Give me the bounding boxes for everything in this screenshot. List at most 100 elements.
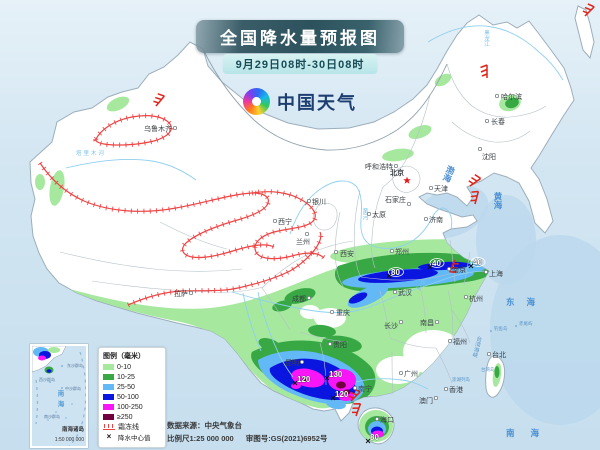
precip-blob — [35, 174, 45, 190]
city-dot — [447, 338, 453, 344]
precip-blob — [372, 430, 384, 438]
center-value: 40 — [427, 258, 445, 270]
city-label: 福州 — [453, 337, 467, 346]
city-dot — [306, 198, 312, 204]
city-label: 南京 — [452, 265, 466, 274]
island-label: 台湾岛 — [481, 366, 495, 373]
dry-area — [376, 356, 420, 384]
frost-line-icon — [103, 424, 115, 430]
island-group-label: 东沙群岛 — [67, 363, 83, 368]
city-label: 海口 — [380, 415, 394, 424]
legend-label: 霜冻线 — [118, 424, 139, 431]
city-dot — [299, 359, 305, 365]
precip-blob — [336, 381, 346, 389]
city-label: 杭州 — [469, 294, 483, 303]
island-group-label: 西沙群岛 — [39, 377, 55, 382]
city-label: 乌鲁木齐 — [144, 124, 172, 133]
south-china-sea-inset: 东沙群岛 西沙群岛 中沙群岛 南沙群岛 南海 南海诸岛 1:50 000 000 — [30, 344, 88, 448]
legend-label: 100-250 — [117, 403, 143, 411]
city-label: 贵阳 — [333, 340, 347, 349]
city-label: 太原 — [372, 210, 386, 219]
city-label: 济南 — [429, 215, 443, 224]
inset-island-dot — [65, 417, 67, 419]
city-label: 昆明 — [285, 359, 299, 367]
city-label: 长春 — [491, 117, 505, 126]
precip-blob — [284, 288, 316, 304]
precip-blob — [505, 97, 519, 109]
legend-row-center: × 降水中心值 — [103, 432, 161, 443]
rivers-layer — [65, 25, 564, 390]
legend-label: 25-50 — [117, 383, 135, 391]
city-dot — [434, 319, 440, 325]
svg-text:120: 120 — [297, 375, 311, 384]
precipitation-layer — [35, 17, 521, 442]
precip-blob — [272, 300, 292, 312]
sakhalin-land — [574, 5, 595, 60]
precip-blob — [494, 366, 500, 378]
sea-label: 台湾海峡 — [470, 334, 482, 359]
city-label: 成都 — [292, 294, 306, 303]
inset-title: 南海诸岛 — [61, 427, 84, 433]
center-value: 80 — [386, 267, 404, 279]
city-dot — [484, 118, 490, 124]
svg-text:130: 130 — [329, 370, 343, 379]
city-dot — [463, 294, 469, 300]
city-dot — [446, 266, 452, 272]
river-label: 黄河 — [361, 207, 368, 220]
mongolia-border — [202, 48, 448, 151]
legend-swatch — [103, 394, 114, 400]
svg-text:80: 80 — [391, 268, 400, 277]
city-dot — [389, 248, 395, 254]
precip-blob — [434, 73, 452, 87]
city-dot — [406, 201, 412, 207]
dry-area — [314, 308, 346, 328]
inset-island-dot — [47, 419, 49, 421]
inset-island-dot — [49, 381, 51, 383]
island-label: 澎湖列岛 — [452, 376, 470, 383]
legend-swatch — [103, 414, 114, 420]
city-label: 拉萨 — [174, 289, 188, 298]
sea-label: 南海 — [506, 428, 555, 438]
precip-blob — [302, 378, 308, 382]
legend-swatch — [103, 374, 114, 380]
data-source-text: 数据来源：中央气象台 — [167, 421, 242, 430]
city-dot — [304, 231, 310, 237]
legend-label: 10-25 — [117, 373, 135, 381]
precip-blob — [343, 389, 351, 395]
center-value: 40 — [468, 257, 486, 269]
precip-blob — [326, 398, 346, 410]
city-dot — [433, 395, 439, 401]
approval-number-text: 审图号:GS(2021)6952号 — [245, 434, 328, 443]
nine-dash-line — [68, 351, 86, 446]
city-dot — [272, 218, 278, 224]
city-dot — [352, 385, 358, 391]
city-label: 北京 — [390, 168, 404, 177]
scale-text: 比例尺1:25 000 000 — [167, 434, 234, 443]
center-value: 120 — [292, 375, 311, 386]
city-dot — [477, 146, 483, 152]
map-subtitle: 9月29日08时-30日08时 — [222, 54, 378, 74]
precip-blob — [408, 125, 432, 139]
scale-approval-line: 比例尺1:25 000 000 审图号:GS(2021)6952号 — [167, 432, 327, 445]
cities-layer: 乌鲁木齐 哈尔滨 长春 沈阳 呼和浩特 北京 天津 石家庄 太原 济南 银川 西… — [144, 92, 522, 424]
legend-label: ≥250 — [117, 413, 133, 421]
legend-row: 50-100 — [103, 392, 161, 402]
legend-box: 图例（毫米） 0-10 10-25 25-50 50-100 100-250 ≥… — [98, 347, 166, 448]
inset-island-dot — [71, 403, 73, 405]
svg-text:80: 80 — [370, 433, 379, 442]
center-value: 80 — [365, 433, 380, 444]
inset-island-dot — [55, 411, 57, 413]
legend-label: 降水中心值 — [118, 435, 151, 442]
legend-row: 25-50 — [103, 382, 161, 392]
city-label: 郑州 — [395, 248, 409, 256]
city-dot — [392, 289, 398, 295]
city-dot — [393, 163, 399, 169]
city-label: 上海 — [489, 269, 503, 278]
city-label: 台北 — [492, 350, 506, 359]
svg-text:40: 40 — [432, 259, 441, 268]
city-dot — [398, 319, 404, 325]
logo-text: 中国天气 — [277, 92, 357, 113]
pinwheel-logo-icon — [243, 88, 270, 115]
legend-swatch — [103, 364, 114, 370]
